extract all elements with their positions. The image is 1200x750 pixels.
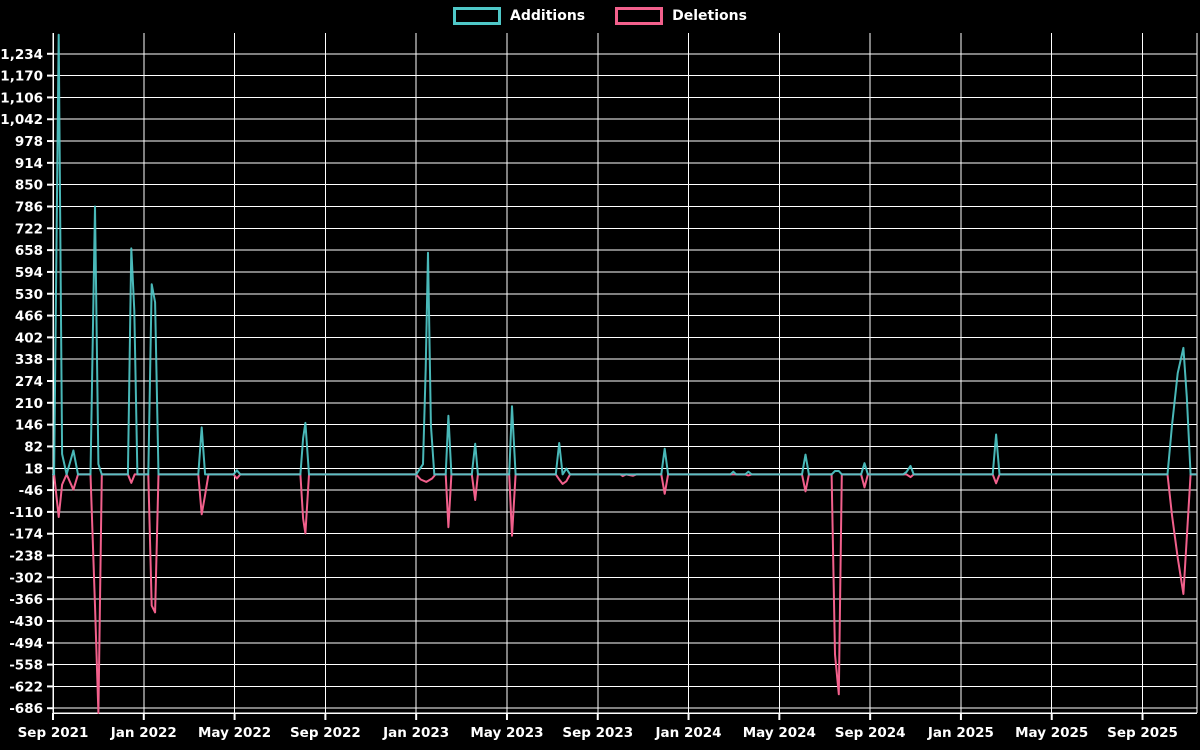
y-tick-label: 1,170: [0, 69, 43, 85]
y-tick-label: -430: [9, 614, 43, 630]
y-tick-label: 530: [15, 287, 43, 303]
x-tick-label: Jan 2022: [110, 725, 177, 741]
x-tick-label: Jan 2023: [382, 725, 449, 741]
y-tick-label: 1,234: [0, 47, 43, 63]
y-tick-label: -686: [9, 701, 43, 717]
y-tick-label: -366: [9, 592, 43, 608]
y-tick-label: 18: [24, 461, 43, 477]
y-tick-label: 658: [15, 243, 43, 259]
additions-line: [52, 33, 1197, 476]
y-tick-label: 274: [15, 374, 43, 390]
y-tick-label: -46: [19, 483, 43, 499]
x-tick-label: Sep 2021: [18, 725, 89, 741]
x-tick-label: Sep 2025: [1107, 725, 1178, 741]
y-tick-label: 978: [15, 134, 43, 150]
x-tick-label: Sep 2024: [835, 725, 906, 741]
gridlines: [52, 33, 1197, 713]
deletions-line: [52, 473, 1197, 714]
y-tick-label: -174: [9, 527, 43, 543]
legend-label-deletions: Deletions: [672, 8, 747, 24]
y-tick-label: 914: [15, 156, 43, 172]
x-tick-label: Jan 2024: [655, 725, 722, 741]
y-tick-label: 1,042: [0, 112, 43, 128]
x-tick-label: May 2023: [470, 725, 543, 741]
legend-item-additions[interactable]: Additions: [453, 7, 585, 25]
y-tick-label: 466: [15, 309, 43, 325]
y-tick-label: 210: [15, 396, 43, 412]
y-tick-label: 82: [24, 439, 43, 455]
y-tick-label: 722: [15, 221, 43, 237]
axis-labels: 1,234 1,170 1,106 1,042 978 914 850 786 722 658 59…: [0, 47, 1178, 741]
legend-item-deletions[interactable]: Deletions: [615, 7, 747, 25]
y-tick-label: -302: [9, 570, 43, 586]
y-tick-label: 402: [15, 330, 43, 346]
additions-swatch-icon: [453, 7, 502, 25]
y-tick-label: 850: [15, 178, 43, 194]
x-tick-label: May 2025: [1015, 725, 1088, 741]
y-tick-label: -494: [9, 636, 43, 652]
axes: [47, 33, 1198, 720]
x-tick-label: May 2024: [743, 725, 816, 741]
x-tick-label: May 2022: [198, 725, 271, 741]
y-tick-label: 786: [15, 199, 43, 215]
y-tick-label: -110: [9, 505, 43, 521]
y-tick-label: -238: [9, 549, 43, 565]
y-tick-label: -622: [9, 679, 43, 695]
x-tick-label: Sep 2022: [290, 725, 361, 741]
y-tick-label: 338: [15, 352, 43, 368]
y-tick-label: -558: [9, 658, 43, 674]
y-tick-label: 146: [15, 418, 43, 434]
y-tick-label: 594: [15, 265, 43, 281]
deletions-swatch-icon: [615, 7, 664, 25]
series: [52, 33, 1197, 714]
y-tick-label: 1,106: [0, 90, 43, 106]
chart-legend: Additions Deletions: [0, 7, 1200, 25]
x-tick-label: Sep 2023: [562, 725, 633, 741]
x-tick-label: Jan 2025: [927, 725, 994, 741]
legend-label-additions: Additions: [510, 8, 586, 24]
